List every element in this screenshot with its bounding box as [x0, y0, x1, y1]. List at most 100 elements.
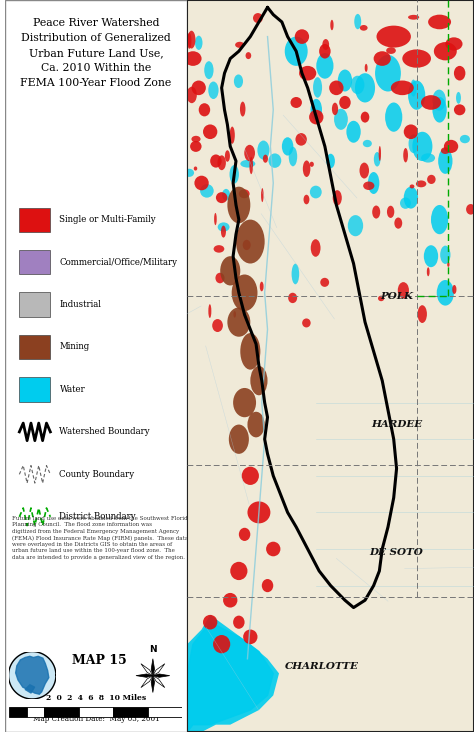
Ellipse shape	[438, 148, 453, 173]
Text: Map Creation Date:  May 03, 2001: Map Creation Date: May 03, 2001	[33, 715, 159, 723]
Ellipse shape	[303, 160, 310, 177]
Bar	[44, 706, 79, 717]
Ellipse shape	[398, 282, 409, 299]
Text: District Boundary: District Boundary	[60, 512, 136, 521]
Ellipse shape	[210, 154, 222, 168]
Ellipse shape	[409, 134, 418, 153]
Ellipse shape	[204, 61, 214, 79]
Ellipse shape	[261, 188, 264, 202]
Ellipse shape	[262, 579, 273, 592]
Ellipse shape	[218, 223, 229, 231]
Ellipse shape	[348, 215, 363, 236]
Text: Industrial: Industrial	[60, 300, 101, 309]
Ellipse shape	[239, 528, 250, 541]
Polygon shape	[187, 615, 279, 732]
Ellipse shape	[268, 154, 281, 168]
Polygon shape	[141, 676, 153, 687]
Ellipse shape	[311, 239, 320, 257]
Ellipse shape	[334, 109, 348, 130]
Ellipse shape	[229, 425, 249, 454]
Ellipse shape	[187, 86, 197, 103]
Text: POLK: POLK	[380, 292, 413, 301]
Ellipse shape	[394, 217, 402, 228]
Ellipse shape	[295, 29, 309, 44]
Ellipse shape	[266, 542, 281, 556]
Bar	[19, 250, 50, 274]
Text: Watershed Boundary: Watershed Boundary	[60, 427, 150, 436]
Ellipse shape	[319, 44, 331, 59]
Bar	[113, 706, 148, 717]
Ellipse shape	[432, 89, 446, 111]
Ellipse shape	[247, 501, 270, 523]
Ellipse shape	[330, 20, 334, 30]
Polygon shape	[151, 676, 155, 692]
Ellipse shape	[263, 154, 268, 163]
Ellipse shape	[310, 99, 322, 121]
Ellipse shape	[322, 39, 329, 50]
Ellipse shape	[303, 195, 310, 204]
Text: 2  0  2  4  6  8  10 Miles: 2 0 2 4 6 8 10 Miles	[46, 694, 146, 702]
Ellipse shape	[240, 160, 255, 168]
Ellipse shape	[329, 81, 344, 95]
Ellipse shape	[372, 206, 380, 219]
Ellipse shape	[391, 81, 414, 95]
Polygon shape	[153, 664, 165, 676]
Ellipse shape	[253, 13, 263, 23]
Ellipse shape	[408, 15, 419, 20]
Ellipse shape	[339, 96, 351, 109]
Ellipse shape	[223, 593, 237, 608]
Ellipse shape	[446, 37, 463, 51]
Ellipse shape	[412, 132, 432, 161]
Ellipse shape	[200, 184, 214, 198]
Ellipse shape	[194, 176, 209, 190]
Ellipse shape	[408, 81, 425, 110]
Ellipse shape	[427, 175, 436, 184]
Ellipse shape	[454, 66, 465, 81]
Ellipse shape	[404, 124, 418, 139]
Ellipse shape	[454, 104, 465, 116]
Ellipse shape	[233, 388, 256, 417]
Ellipse shape	[203, 615, 218, 630]
Ellipse shape	[359, 163, 369, 179]
Ellipse shape	[229, 165, 239, 184]
Text: DE SOTO: DE SOTO	[370, 548, 423, 557]
Ellipse shape	[410, 184, 414, 188]
Ellipse shape	[363, 140, 372, 147]
Ellipse shape	[410, 80, 417, 97]
Ellipse shape	[427, 267, 429, 276]
Ellipse shape	[309, 110, 323, 124]
Text: Commercial/Office/Military: Commercial/Office/Military	[60, 258, 177, 266]
Ellipse shape	[247, 411, 264, 438]
Ellipse shape	[440, 246, 450, 264]
Bar	[27, 706, 44, 717]
Ellipse shape	[385, 102, 402, 132]
Ellipse shape	[188, 31, 195, 48]
Ellipse shape	[240, 333, 260, 370]
Ellipse shape	[378, 296, 384, 301]
Ellipse shape	[243, 240, 251, 250]
Ellipse shape	[239, 190, 250, 198]
Ellipse shape	[346, 121, 361, 143]
Ellipse shape	[403, 148, 408, 163]
Ellipse shape	[418, 305, 427, 323]
Ellipse shape	[428, 15, 451, 29]
Ellipse shape	[441, 147, 450, 154]
Ellipse shape	[246, 52, 251, 59]
Ellipse shape	[379, 146, 381, 161]
Ellipse shape	[288, 293, 297, 303]
Ellipse shape	[402, 50, 431, 67]
Ellipse shape	[244, 145, 255, 161]
Polygon shape	[16, 657, 49, 694]
Ellipse shape	[332, 102, 338, 115]
Ellipse shape	[230, 562, 247, 580]
Ellipse shape	[386, 47, 396, 54]
Ellipse shape	[289, 146, 297, 166]
Ellipse shape	[299, 66, 316, 81]
Ellipse shape	[222, 189, 230, 201]
Text: Single or Multi-Family: Single or Multi-Family	[60, 215, 156, 224]
Ellipse shape	[225, 150, 230, 162]
Ellipse shape	[208, 81, 219, 99]
Ellipse shape	[444, 140, 458, 153]
Ellipse shape	[191, 81, 206, 95]
Ellipse shape	[233, 311, 236, 318]
